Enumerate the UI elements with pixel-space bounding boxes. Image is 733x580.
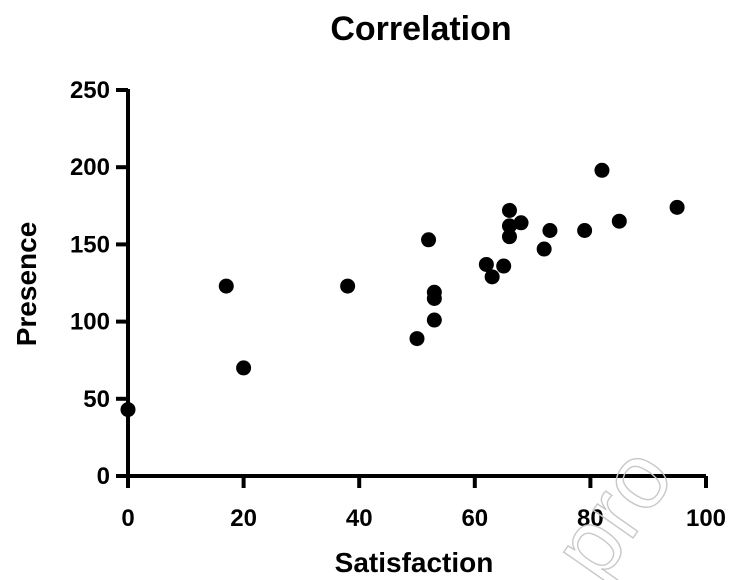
data-point	[484, 269, 500, 285]
x-tick-label: 100	[686, 505, 726, 532]
data-point	[594, 162, 610, 178]
data-points	[120, 162, 685, 418]
data-point	[478, 256, 494, 272]
data-point	[426, 312, 442, 328]
x-tick-label: 60	[461, 505, 488, 532]
data-point	[501, 202, 517, 218]
x-tick-label: 40	[346, 505, 373, 532]
data-point	[513, 215, 529, 231]
y-axis-label: Presence	[11, 222, 42, 347]
data-point	[426, 290, 442, 306]
axes: 0 50 100 150 200 250 0 20 40 60 80 100	[70, 77, 726, 532]
data-point	[669, 199, 685, 215]
data-point	[611, 213, 627, 229]
data-point	[120, 402, 136, 418]
y-tick-label: 250	[70, 77, 110, 104]
data-point	[501, 229, 517, 245]
data-point	[340, 278, 356, 294]
x-tick-label: 20	[230, 505, 257, 532]
x-axis-label: Satisfaction	[335, 547, 494, 578]
watermark: pro	[533, 429, 693, 580]
x-tick-label: 80	[577, 505, 604, 532]
data-point	[501, 218, 517, 234]
data-point	[536, 241, 552, 257]
data-point	[496, 258, 512, 274]
y-tick-label: 200	[70, 154, 110, 181]
y-tick-label: 50	[83, 386, 110, 413]
data-point	[236, 360, 252, 376]
x-tick-label: 0	[121, 505, 134, 532]
y-tick-label: 100	[70, 309, 110, 336]
y-tick-label: 150	[70, 231, 110, 258]
data-point	[577, 223, 593, 239]
data-point	[218, 278, 234, 294]
data-point	[421, 232, 437, 248]
data-point	[542, 223, 558, 239]
chart-title: Correlation	[330, 10, 511, 48]
data-point	[409, 331, 425, 347]
y-tick-label: 0	[97, 463, 110, 490]
